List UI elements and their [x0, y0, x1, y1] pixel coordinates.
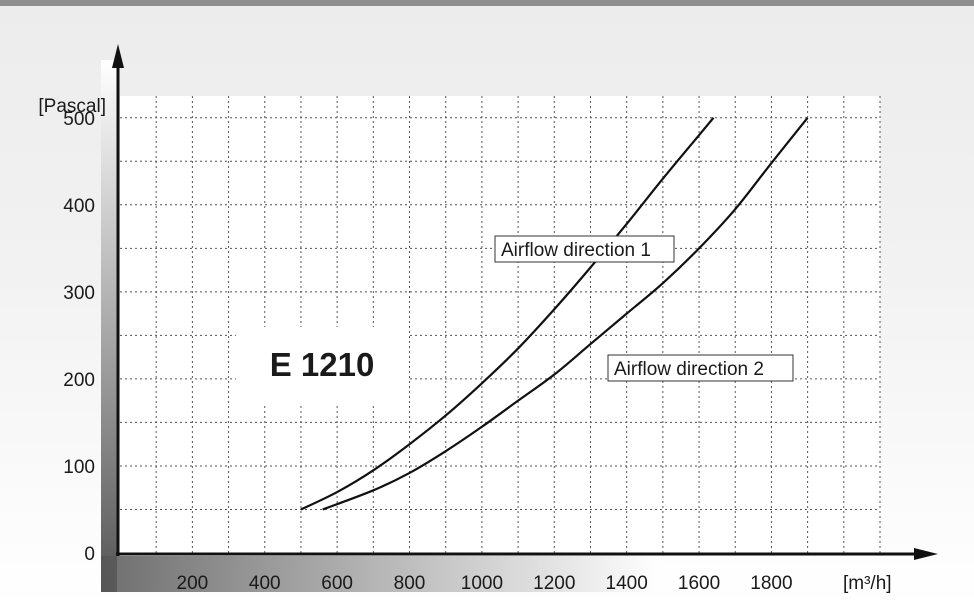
series-label-1: Airflow direction 1	[501, 240, 651, 261]
series-label-box-2	[607, 354, 794, 382]
x-tick-labels: 200 400 600 800 1000 1200 1400 1600 1800	[177, 573, 793, 594]
x-axis-shadow	[101, 556, 661, 592]
y-tick-label: 0	[84, 544, 95, 565]
x-axis-label: [m³/h]	[843, 573, 892, 594]
y-tick-label: 100	[63, 457, 95, 478]
series-label-box-1	[494, 235, 675, 263]
x-tick-label: 800	[394, 573, 426, 594]
y-tick-label: 400	[63, 196, 95, 217]
series-lines	[300, 117, 809, 511]
chart-title: E 1210	[270, 346, 375, 383]
plot-background	[120, 96, 880, 553]
y-tick-labels: 0 100 200 300 400 500	[63, 109, 95, 565]
series-label-2: Airflow direction 2	[614, 359, 764, 380]
x-tick-label: 600	[321, 573, 353, 594]
x-tick-label: 200	[177, 573, 209, 594]
y-tick-label: 300	[63, 283, 95, 304]
x-tick-label: 1000	[461, 573, 503, 594]
y-axis-shadow	[101, 60, 117, 592]
y-tick-label: 500	[63, 109, 95, 130]
x-tick-label: 400	[249, 573, 281, 594]
series-line-2	[322, 117, 809, 511]
x-tick-label: 1600	[678, 573, 720, 594]
series-labels: Airflow direction 1 Airflow direction 2	[494, 235, 794, 382]
top-border-bar	[0, 0, 974, 6]
x-tick-label: 1200	[533, 573, 575, 594]
series-line-1	[300, 117, 715, 511]
y-axis-arrow	[112, 44, 124, 68]
y-tick-label: 200	[63, 370, 95, 391]
title-box	[236, 327, 408, 403]
x-tick-label: 1800	[750, 573, 792, 594]
x-axis-arrow	[914, 548, 938, 560]
y-axis-label: [Pascal]	[38, 96, 106, 117]
x-tick-label: 1400	[606, 573, 648, 594]
